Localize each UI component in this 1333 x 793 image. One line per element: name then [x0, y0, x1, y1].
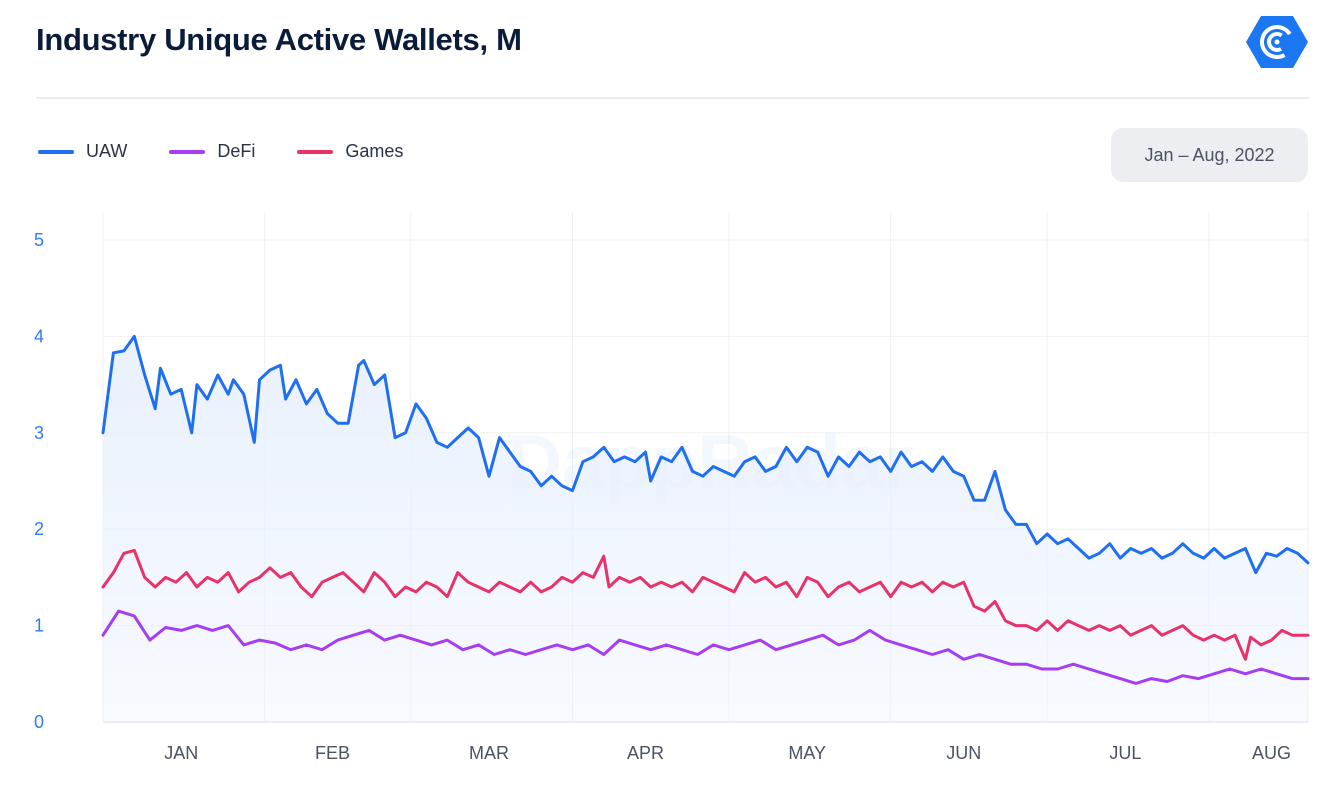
legend-swatch-uaw [38, 149, 74, 154]
uaw-area-fill [103, 336, 1308, 722]
x-tick-label: JAN [164, 743, 198, 763]
legend-swatch-games [297, 149, 334, 154]
x-tick-label: JUN [946, 743, 981, 763]
date-range-button[interactable]: Jan – Aug, 2022 [1111, 128, 1308, 182]
y-tick-label: 4 [34, 326, 44, 346]
series-line-games [101, 548, 1310, 661]
legend-label-games: Games [345, 141, 404, 161]
legend-label-defi: DeFi [217, 141, 256, 161]
header-divider [36, 97, 1309, 99]
chart-title: Industry Unique Active Wallets, M [36, 22, 522, 57]
dappradar-logo-icon[interactable] [1245, 14, 1309, 70]
legend-item-games[interactable]: Games [297, 141, 403, 162]
y-tick-label: 0 [34, 712, 44, 732]
legend-swatch-defi [169, 149, 206, 154]
x-tick-label: JUL [1109, 743, 1141, 763]
series-line-uaw [101, 334, 1310, 575]
y-tick-label: 1 [34, 616, 44, 636]
y-tick-label: 2 [34, 519, 44, 539]
x-tick-label: MAR [469, 743, 509, 763]
y-tick-label: 5 [34, 230, 44, 250]
y-tick-label: 3 [34, 423, 44, 443]
series-line-defi [101, 609, 1310, 685]
legend-item-defi[interactable]: DeFi [169, 141, 255, 162]
legend-item-uaw[interactable]: UAW [38, 141, 127, 162]
legend-label-uaw: UAW [86, 141, 128, 161]
x-tick-label: AUG [1252, 743, 1291, 763]
chart-legend: UAW DeFi Games [38, 141, 445, 162]
x-tick-label: FEB [315, 743, 350, 763]
x-tick-label: MAY [788, 743, 826, 763]
x-tick-label: APR [627, 743, 664, 763]
